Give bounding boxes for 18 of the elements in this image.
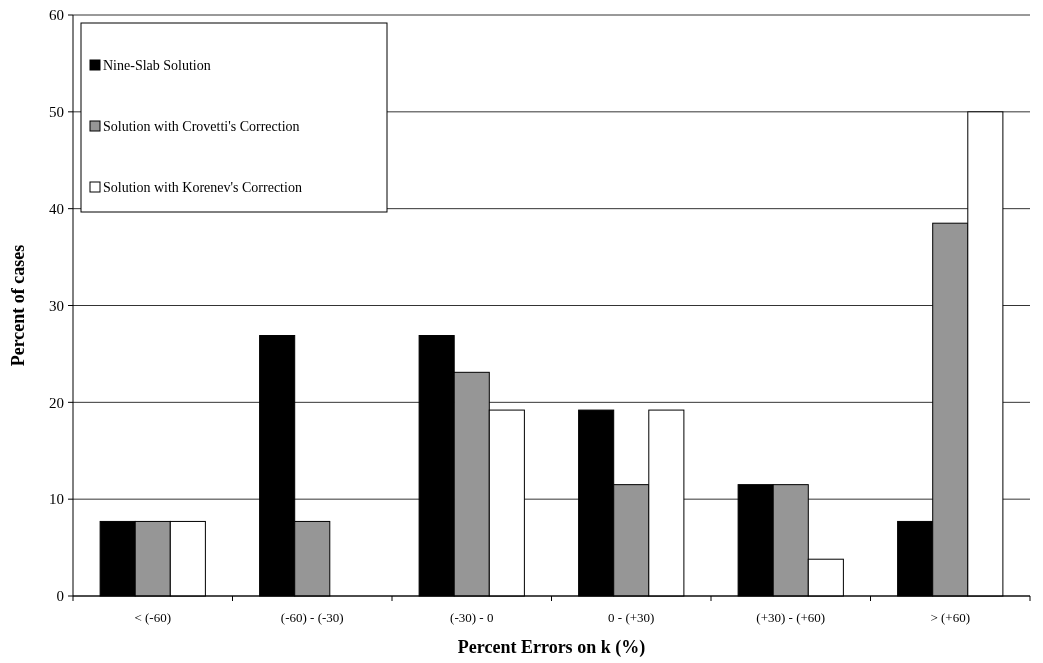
y-tick-label: 10 — [49, 491, 64, 508]
x-tick-label: < (-60) — [134, 610, 172, 625]
y-axis-title: Percent of cases — [8, 244, 28, 367]
x-tick-label: (-30) - 0 — [450, 610, 494, 625]
legend-label: Solution with Crovetti's Correction — [103, 118, 300, 134]
x-axis-title: Percent Errors on k (%) — [457, 637, 646, 658]
y-tick-label: 20 — [49, 394, 64, 411]
legend-label: Nine-Slab Solution — [103, 57, 211, 73]
x-tick-label: 0 - (+30) — [608, 610, 655, 625]
legend-label: Solution with Korenev's Correction — [103, 179, 302, 195]
x-tick-label: (-60) - (-30) — [280, 610, 344, 625]
y-tick-label: 40 — [49, 200, 64, 217]
y-tick-label: 50 — [49, 104, 64, 121]
y-tick-label: 30 — [49, 297, 64, 314]
y-tick-label: 60 — [49, 7, 64, 24]
y-tick-label: 0 — [56, 588, 64, 605]
x-tick-label: (+30) - (+60) — [756, 610, 826, 625]
x-tick-label: > (+60) — [930, 610, 971, 625]
